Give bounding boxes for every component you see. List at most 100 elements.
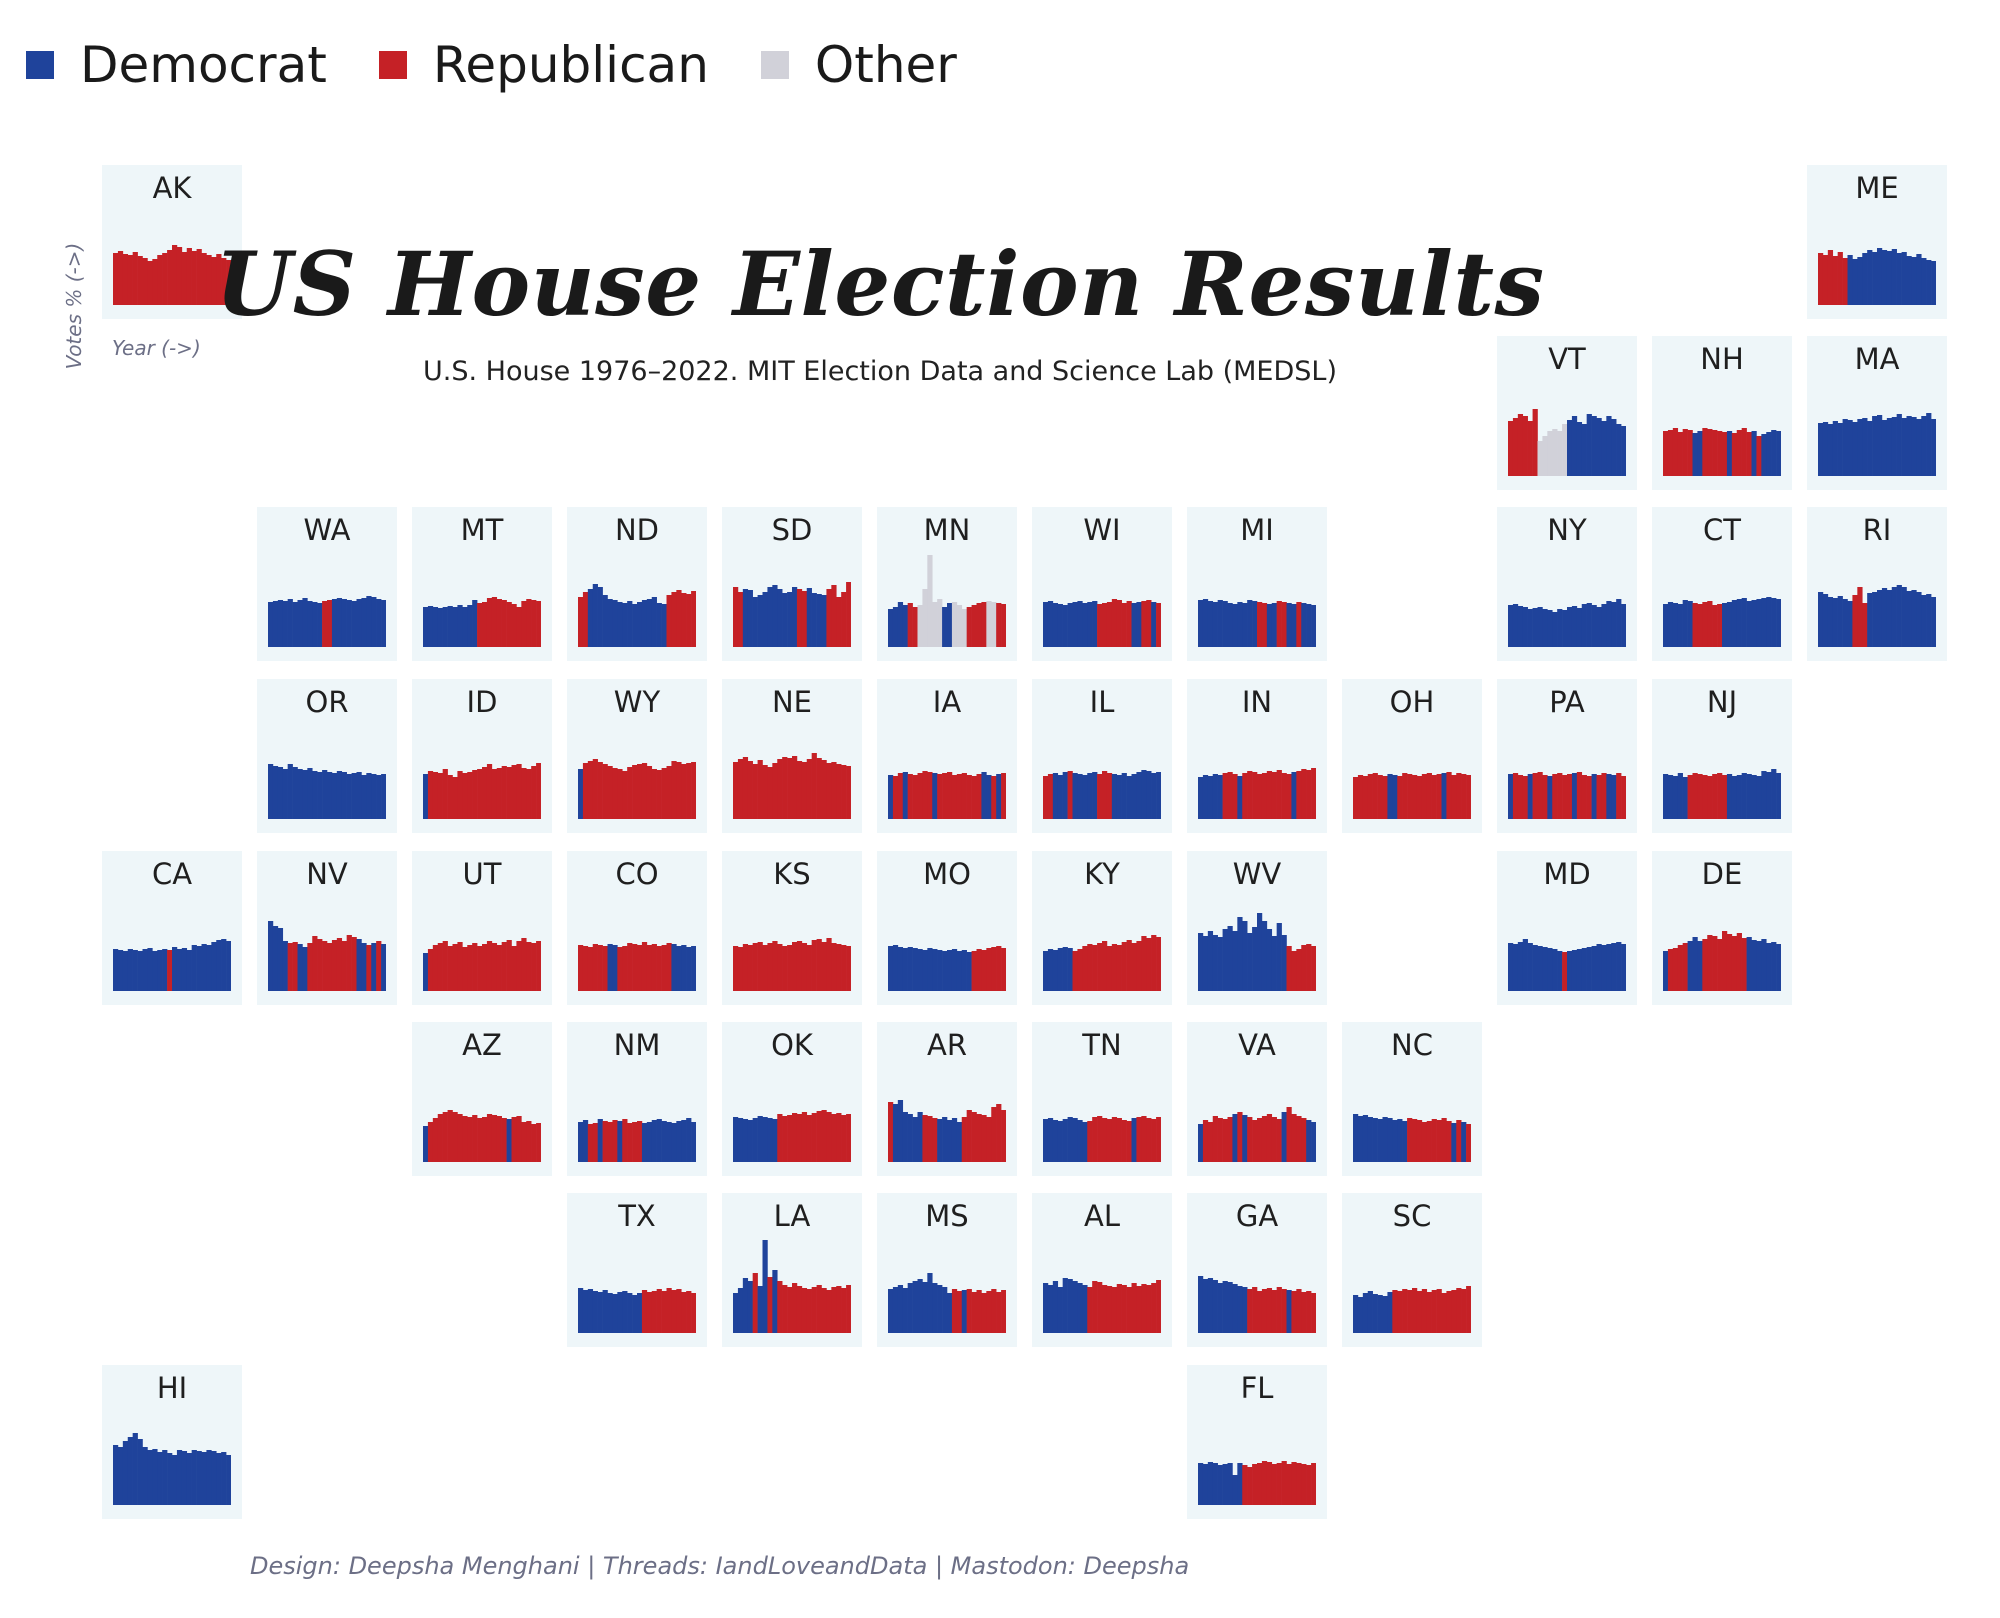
state-bar-chart [1353,1114,1471,1162]
bar-1998 [787,592,793,647]
bar-1986 [602,1290,608,1333]
bar-1978 [1047,1285,1054,1333]
bar-1980 [897,947,904,991]
bar-2016 [1761,434,1767,476]
bar-1976 [1353,1295,1359,1333]
bar-2020 [1151,773,1157,819]
bar-2008 [1586,414,1592,476]
bar-2004 [646,1122,653,1162]
bar-1976 [1198,777,1204,819]
bar-1996 [937,774,943,819]
bar-1994 [1242,921,1248,991]
bar-1976 [888,775,894,819]
bar-1990 [457,942,463,991]
bar-1982 [1212,1280,1218,1333]
bar-2020 [376,775,382,819]
bar-2002 [641,600,648,647]
bar-2000 [1257,1463,1263,1505]
bar-1992 [927,555,933,647]
bar-2014 [1756,776,1762,819]
bar-2012 [666,766,672,819]
state-bar-chart [1663,931,1781,991]
bar-2010 [661,604,667,647]
bar-1978 [117,950,124,991]
state-bar-chart [1198,913,1316,991]
state-label: NH [1700,342,1744,376]
bar-1978 [1512,604,1519,647]
bar-1978 [737,592,744,647]
bar-2010 [816,1285,822,1333]
bar-1996 [627,601,633,647]
bar-1996 [472,770,478,819]
bar-2004 [1731,600,1738,647]
state-bar-chart [1043,599,1161,647]
bar-2012 [1441,1118,1447,1162]
bar-1976 [1663,774,1669,819]
bar-1994 [1087,773,1093,819]
bar-2014 [671,761,677,819]
bar-2020 [531,1124,537,1162]
bar-2002 [951,1118,958,1162]
bar-1984 [1062,772,1068,819]
bar-1978 [892,1287,899,1333]
bar-2008 [811,940,817,991]
bar-2006 [496,768,502,819]
bar-2000 [1412,1288,1418,1333]
bar-1996 [627,1123,633,1162]
bar-2018 [1456,773,1462,819]
bar-1990 [147,1450,153,1505]
bar-2004 [801,1112,808,1162]
state-tile-me: ME [1807,165,1947,319]
bar-2008 [1741,598,1747,647]
bar-2010 [351,601,357,647]
bar-1988 [917,949,923,991]
bar-2012 [1751,775,1757,819]
bar-1990 [457,1114,463,1162]
bar-2008 [811,593,817,647]
bar-1976 [578,597,584,647]
bar-2010 [1281,1289,1287,1333]
bar-2012 [511,1117,517,1162]
bar-2014 [981,1293,987,1333]
bar-2012 [1131,603,1137,647]
bar-2022 [1156,937,1161,991]
bar-1998 [1252,601,1258,647]
bar-1990 [1232,1475,1238,1505]
bar-1986 [1842,419,1848,476]
bar-2004 [801,1288,808,1333]
legend-swatch-other [760,51,789,79]
bar-2002 [1881,420,1888,476]
bar-2008 [1431,775,1437,819]
bar-1976 [113,949,119,991]
bar-1982 [1522,776,1528,819]
bar-1976 [578,1288,584,1333]
bar-2000 [637,602,643,647]
bar-2022 [1466,1286,1471,1333]
state-tile-sc: SC [1342,1193,1482,1347]
bar-2002 [1261,921,1268,991]
state-bar-chart [1353,1286,1471,1333]
bar-2012 [821,760,827,819]
bar-2014 [1446,1291,1452,1333]
bar-2012 [976,603,982,647]
bar-2016 [1296,1463,1302,1505]
state-label: ND [614,513,660,547]
bar-1996 [1402,773,1408,819]
bar-1994 [1087,944,1093,991]
bar-2022 [226,1455,231,1505]
bar-1998 [477,1118,483,1162]
bar-2006 [1736,599,1742,647]
bar-1992 [1857,419,1863,476]
bar-1996 [162,253,168,305]
bar-2002 [641,1123,648,1162]
bar-1976 [1508,605,1514,647]
bar-1998 [1717,773,1723,819]
bar-1990 [1232,1114,1238,1162]
bar-2014 [516,941,522,991]
bar-1994 [157,255,163,305]
bar-2014 [1291,604,1297,647]
bar-2008 [811,1287,817,1333]
bar-2020 [841,945,847,991]
bar-1982 [1212,1463,1218,1505]
bar-1982 [902,948,908,991]
